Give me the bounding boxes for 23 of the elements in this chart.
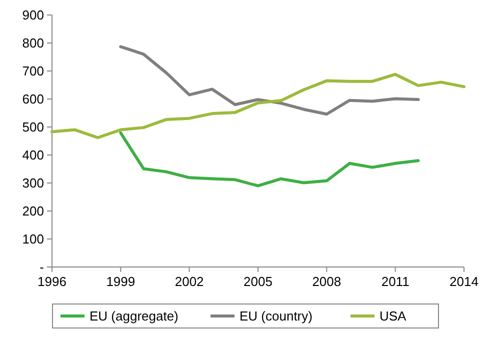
y-tick-label: 500 bbox=[22, 120, 44, 135]
y-tick-label: 700 bbox=[22, 64, 44, 79]
y-tick-label: - bbox=[40, 260, 44, 275]
y-tick-label: 300 bbox=[22, 176, 44, 191]
y-tick-label: 200 bbox=[22, 204, 44, 219]
line-series bbox=[119, 45, 420, 116]
legend-label: EU (aggregate) bbox=[90, 308, 178, 324]
y-tick-label: 900 bbox=[22, 8, 44, 23]
y-tick-label: 800 bbox=[22, 36, 44, 51]
x-tick-label: 1996 bbox=[38, 274, 66, 289]
y-tick-label: 400 bbox=[22, 148, 44, 163]
x-tick-label: 2002 bbox=[174, 274, 204, 289]
line-series bbox=[119, 131, 420, 188]
y-tick-label: 600 bbox=[22, 92, 44, 107]
x-tick-label: 2014 bbox=[450, 274, 478, 289]
legend-label: USA bbox=[380, 308, 407, 324]
legend-label: EU (country) bbox=[240, 308, 312, 324]
x-tick-label: 2011 bbox=[381, 274, 410, 289]
x-tick-label: 2005 bbox=[244, 274, 272, 289]
line-series bbox=[50, 72, 466, 140]
x-tick-label: 1999 bbox=[106, 274, 136, 289]
x-tick-label: 2008 bbox=[312, 274, 342, 289]
y-tick-label: 100 bbox=[22, 232, 44, 247]
